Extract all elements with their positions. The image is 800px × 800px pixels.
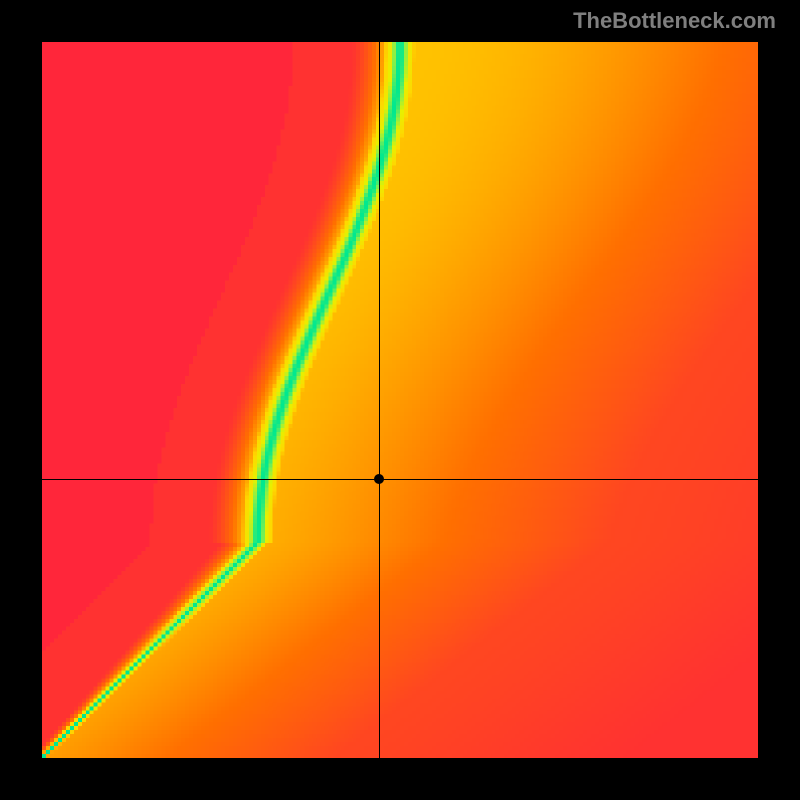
crosshair-marker: [374, 474, 384, 484]
heatmap-canvas: [42, 42, 758, 758]
watermark-text: TheBottleneck.com: [573, 8, 776, 34]
plot-area: [42, 42, 758, 758]
crosshair-horizontal: [42, 479, 758, 480]
crosshair-vertical: [379, 42, 380, 758]
